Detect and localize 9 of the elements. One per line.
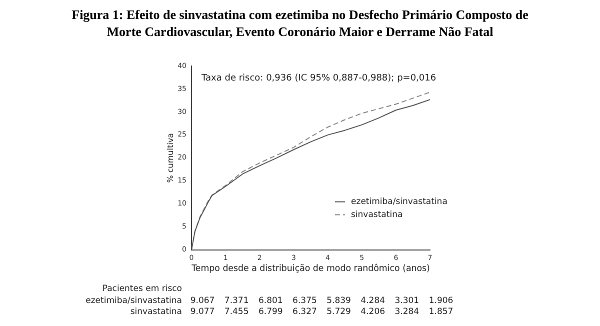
y-axis-title: % cumultiva — [166, 132, 175, 183]
x-axis-title: Tempo desde a distribuição de modo randômico (anos) — [190, 262, 430, 274]
text: sinvastatina 9.077 7.455 6.799 6.327 5.729 4.206 3.284 1.857 — [130, 307, 454, 318]
annotation: Taxa de risco: 0,936 (IC 95% 0,887-0,988); p=0,016 — [200, 73, 436, 84]
legend-label: sinvastatina — [351, 210, 403, 220]
text: ezetimiba/sinvastatina 9.067 7.371 6.801 6.375 5.839 4.284 3.301 1.906 — [86, 296, 454, 306]
text: Pacientes em risco — [102, 284, 182, 294]
chart-title: Figura 1: Efeito de sinvastatina com ezetimiba no Desfecho Primário Composto de Morte Cardiovascular, Evento Coronário Maior e Derrame Não Fatal — [70, 6, 530, 40]
legend-label: ezetimiba/sinvastatina — [351, 197, 448, 208]
